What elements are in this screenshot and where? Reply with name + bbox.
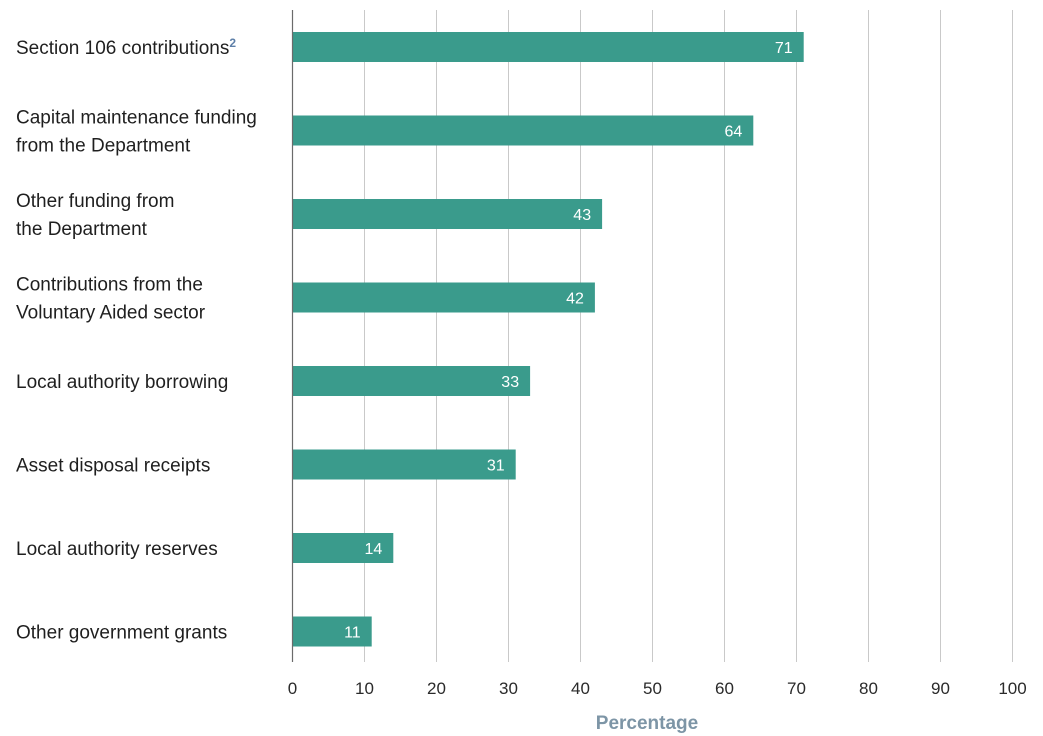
bar <box>292 115 754 146</box>
category-label: Capital maintenance funding from the Depa… <box>16 108 257 157</box>
x-tick-label: 0 <box>288 679 297 698</box>
bar-value-label: 11 <box>344 625 361 642</box>
x-tick-labels: 0 10 20 30 40 50 60 70 80 90 100 <box>288 679 1027 698</box>
category-label: Other funding from the Department <box>16 191 174 240</box>
category-label: Contributions from the Voluntary Aided se… <box>16 275 206 324</box>
grid-lines <box>364 10 1013 662</box>
category-labels: Section 106 contributions2 Capital mainte… <box>16 36 257 644</box>
category-label: Asset disposal receipts <box>16 456 210 477</box>
bar <box>292 449 516 480</box>
bar <box>292 282 595 313</box>
bar-value-label: 42 <box>566 291 584 308</box>
bar-value-label: 71 <box>775 40 793 57</box>
bar-value-label: 33 <box>501 374 519 391</box>
x-tick-label: 70 <box>787 679 806 698</box>
bar <box>292 616 372 647</box>
bar <box>292 199 603 229</box>
x-tick-label: 100 <box>998 679 1026 698</box>
x-tick-label: 90 <box>931 679 950 698</box>
bars: 71 64 43 42 33 31 14 11 <box>292 32 804 647</box>
x-axis-title: Percentage <box>596 713 698 734</box>
bar <box>292 533 394 563</box>
x-tick-label: 20 <box>427 679 446 698</box>
x-tick-label: 40 <box>571 679 590 698</box>
category-label: Section 106 contributions2 <box>16 36 236 59</box>
x-tick-label: 10 <box>355 679 374 698</box>
x-tick-label: 30 <box>499 679 518 698</box>
x-tick-label: 80 <box>859 679 878 698</box>
category-label: Other government grants <box>16 623 227 644</box>
bar <box>292 366 531 396</box>
bar-value-label: 14 <box>365 541 383 558</box>
x-tick-label: 60 <box>715 679 734 698</box>
category-label: Local authority reserves <box>16 539 218 560</box>
bar-value-label: 64 <box>725 124 743 141</box>
bar <box>292 32 804 62</box>
category-label: Local authority borrowing <box>16 372 228 393</box>
bar-value-label: 43 <box>573 207 591 224</box>
x-tick-label: 50 <box>643 679 662 698</box>
bar-value-label: 31 <box>487 458 505 475</box>
